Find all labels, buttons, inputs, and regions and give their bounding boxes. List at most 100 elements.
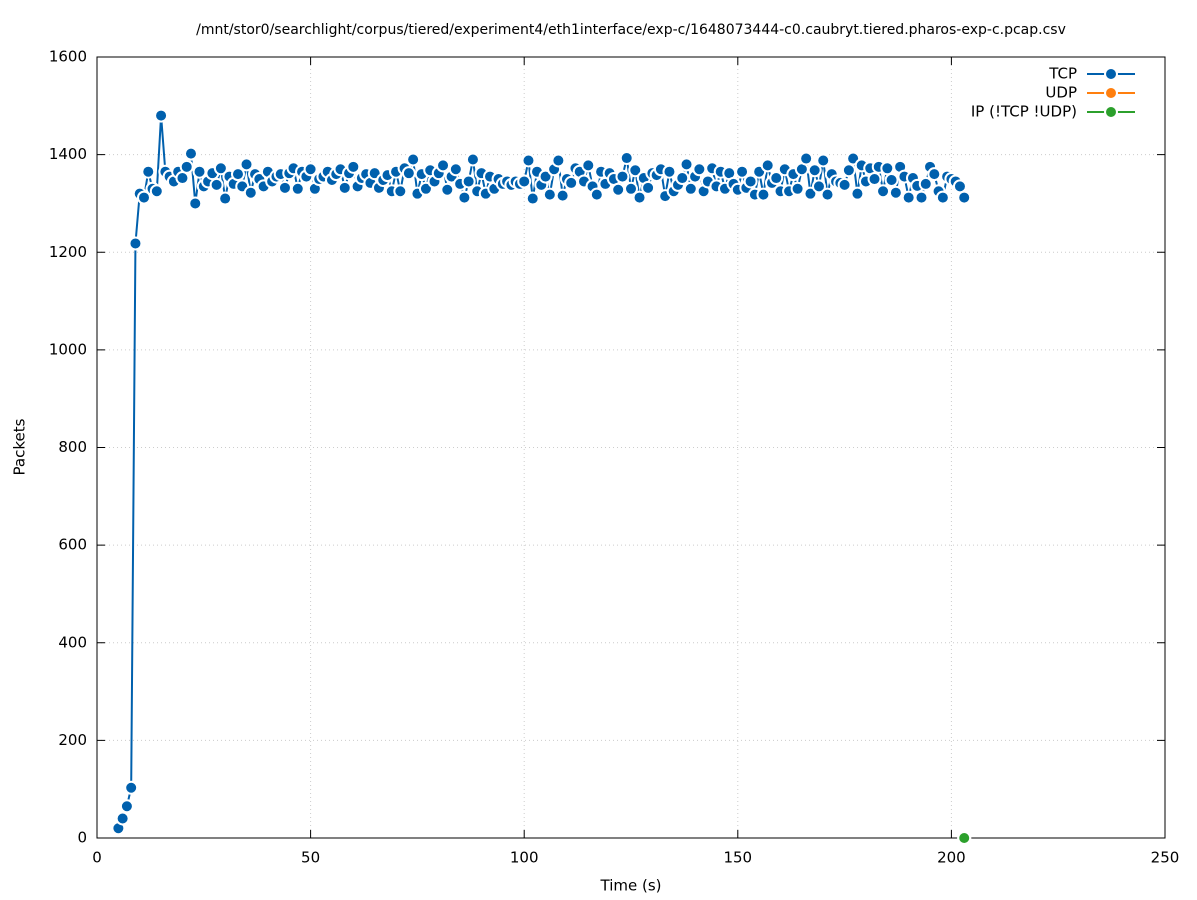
data-point — [290, 181, 305, 196]
data-point — [128, 236, 143, 251]
legend-marker — [1104, 105, 1118, 119]
data-point — [957, 831, 972, 845]
data-point — [141, 164, 156, 179]
data-point — [901, 190, 916, 205]
legend-marker — [1104, 86, 1118, 100]
data-point — [876, 184, 891, 199]
data-point — [850, 186, 865, 201]
data-point — [239, 157, 254, 172]
data-point — [551, 153, 566, 168]
data-point — [581, 158, 596, 173]
y-tick-label: 1600 — [49, 48, 87, 66]
y-tick-label: 400 — [58, 633, 87, 651]
legend-label: IP (!TCP !UDP) — [971, 103, 1077, 121]
data-point — [179, 159, 194, 174]
data-point — [679, 157, 694, 172]
data-point — [841, 163, 856, 178]
data-point — [154, 108, 169, 123]
data-point — [632, 190, 647, 205]
data-point — [521, 153, 536, 168]
data-point — [243, 185, 258, 200]
data-point — [401, 166, 416, 181]
data-point — [124, 780, 139, 795]
data-point — [683, 181, 698, 196]
data-point — [277, 180, 292, 195]
y-tick-label: 1200 — [49, 243, 87, 261]
data-point — [555, 188, 570, 203]
data-point — [820, 187, 835, 202]
data-point — [611, 182, 626, 197]
data-point — [188, 196, 203, 211]
data-point — [803, 186, 818, 201]
data-point — [756, 187, 771, 202]
data-point — [436, 158, 451, 173]
x-tick-label: 100 — [510, 849, 539, 867]
y-tick-label: 800 — [58, 438, 87, 456]
x-tick-label: 200 — [937, 849, 966, 867]
data-point — [538, 169, 553, 184]
x-tick-label: 50 — [301, 849, 320, 867]
data-point — [465, 152, 480, 167]
data-point — [440, 182, 455, 197]
data-point — [542, 187, 557, 202]
data-point — [136, 190, 151, 205]
data-point — [952, 179, 967, 194]
data-point — [517, 174, 532, 189]
chart-title: /mnt/stor0/searchlight/corpus/tiered/exp… — [196, 22, 1066, 38]
data-point — [448, 162, 463, 177]
y-tick-label: 200 — [58, 731, 87, 749]
data-point — [213, 161, 228, 176]
data-point — [760, 158, 775, 173]
data-point — [337, 180, 352, 195]
data-point — [918, 176, 933, 191]
data-point — [393, 184, 408, 199]
data-point — [888, 185, 903, 200]
data-point — [837, 177, 852, 192]
data-point — [884, 173, 899, 188]
y-tick-label: 1400 — [49, 145, 87, 163]
legend-marker — [1104, 67, 1118, 81]
data-point — [692, 162, 707, 177]
y-axis-label: Packets — [11, 418, 29, 475]
x-tick-label: 150 — [723, 849, 752, 867]
data-point — [811, 179, 826, 194]
x-tick-label: 250 — [1151, 849, 1180, 867]
data-point — [564, 175, 579, 190]
data-point — [816, 153, 831, 168]
data-point — [628, 163, 643, 178]
data-point — [457, 190, 472, 205]
data-point — [880, 161, 895, 176]
data-point — [119, 799, 134, 814]
data-point — [662, 164, 677, 179]
data-point — [867, 172, 882, 187]
x-axis-label: Time (s) — [600, 877, 662, 895]
y-tick-label: 0 — [77, 829, 87, 847]
data-point — [790, 181, 805, 196]
data-point — [461, 174, 476, 189]
legend-label: TCP — [1048, 65, 1077, 83]
y-tick-label: 600 — [58, 536, 87, 554]
data-point — [303, 162, 318, 177]
data-point — [525, 191, 540, 206]
data-point — [615, 169, 630, 184]
data-point — [927, 167, 942, 182]
data-point — [619, 151, 634, 166]
data-point — [641, 180, 656, 195]
data-point — [183, 146, 198, 161]
data-point — [218, 191, 233, 206]
x-tick-label: 0 — [92, 849, 102, 867]
data-point — [115, 811, 130, 826]
data-point — [418, 181, 433, 196]
y-tick-label: 1000 — [49, 340, 87, 358]
data-point — [624, 181, 638, 196]
data-point — [675, 171, 690, 186]
data-point — [735, 164, 750, 179]
data-point — [589, 187, 604, 202]
data-point — [192, 164, 207, 179]
data-point — [799, 151, 814, 166]
legend-label: UDP — [1045, 84, 1077, 102]
data-point — [406, 152, 421, 167]
data-point — [807, 163, 822, 178]
